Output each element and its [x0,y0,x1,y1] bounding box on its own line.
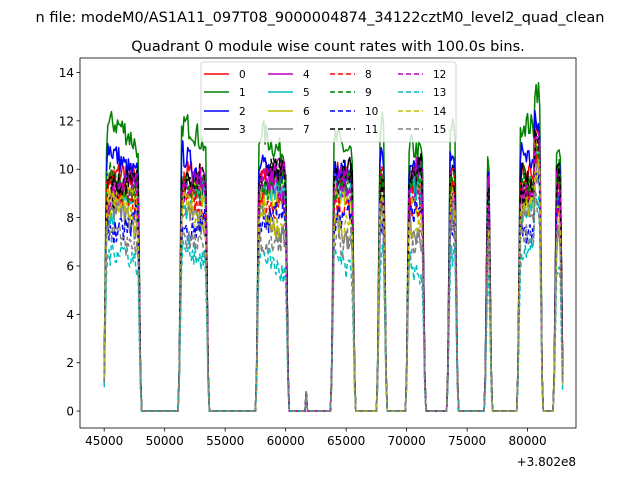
axes: 45000 50000 55000 60000 65000 70000 75000 80000… [59,57,577,448]
series-layer [103,82,564,412]
y-tick-label: 2 [66,356,74,370]
x-tick-label: 80000 [509,434,547,448]
legend-label-0: 0 [239,69,246,81]
legend-label-2: 2 [239,106,246,118]
y-tick-label: 14 [59,66,74,80]
y-tick-label: 12 [59,114,74,128]
legend-label-14: 14 [433,106,447,118]
x-tick-label: 55000 [206,434,244,448]
y-tick-label: 4 [66,308,74,322]
series-line-15 [103,189,564,412]
legend-label-13: 13 [433,87,446,99]
plot-frame [79,57,577,429]
x-tick-label: 60000 [267,434,305,448]
figure-suptitle: n file: modeM0/AS1A11_097T08_9000004874_… [36,10,605,26]
legend-label-1: 1 [239,87,246,99]
y-tick-label: 0 [66,405,74,419]
x-tick-label: 70000 [388,434,426,448]
legend-label-3: 3 [239,124,246,136]
legend-label-12: 12 [433,69,446,81]
chart-title: Quadrant 0 module wise count rates with … [131,39,525,55]
x-tick-label: 65000 [327,434,365,448]
legend-box [200,61,457,143]
x-tick-label: 75000 [448,434,486,448]
legend-label-8: 8 [365,69,372,81]
x-tick-label: 45000 [85,434,123,448]
legend-label-7: 7 [303,124,310,136]
legend-label-6: 6 [303,106,310,118]
legend-label-4: 4 [303,69,310,81]
y-tick-label: 6 [66,259,74,273]
legend-label-5: 5 [303,87,310,99]
legend-label-15: 15 [433,124,446,136]
legend-label-10: 10 [365,106,378,118]
legend-label-9: 9 [365,87,372,99]
legend-label-11: 11 [365,124,378,136]
y-tick-label: 10 [59,163,74,177]
y-tick-label: 8 [66,211,74,225]
x-tick-label: 50000 [146,434,184,448]
x-offset-text: +3.802e8 [517,455,576,469]
